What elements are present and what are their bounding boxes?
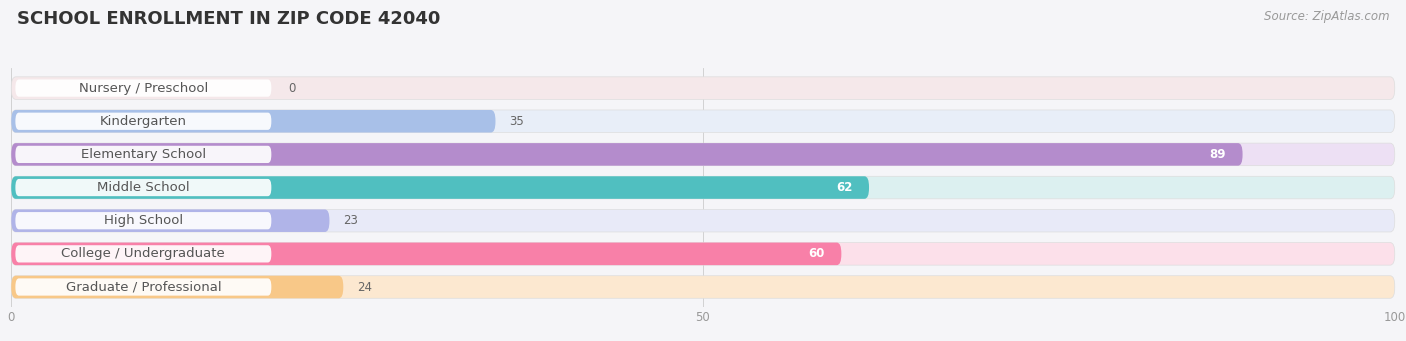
Text: SCHOOL ENROLLMENT IN ZIP CODE 42040: SCHOOL ENROLLMENT IN ZIP CODE 42040	[17, 10, 440, 28]
FancyBboxPatch shape	[15, 79, 271, 97]
Text: High School: High School	[104, 214, 183, 227]
Text: College / Undergraduate: College / Undergraduate	[62, 247, 225, 261]
FancyBboxPatch shape	[11, 242, 841, 265]
FancyBboxPatch shape	[11, 77, 1395, 99]
FancyBboxPatch shape	[15, 245, 271, 263]
Text: Nursery / Preschool: Nursery / Preschool	[79, 81, 208, 94]
FancyBboxPatch shape	[11, 209, 329, 232]
Text: Middle School: Middle School	[97, 181, 190, 194]
FancyBboxPatch shape	[11, 110, 1395, 133]
FancyBboxPatch shape	[15, 278, 271, 296]
Text: 89: 89	[1209, 148, 1226, 161]
Text: 60: 60	[808, 247, 825, 261]
Text: Elementary School: Elementary School	[80, 148, 205, 161]
Text: 23: 23	[343, 214, 359, 227]
FancyBboxPatch shape	[11, 143, 1243, 166]
FancyBboxPatch shape	[15, 179, 271, 196]
Text: 24: 24	[357, 281, 373, 294]
FancyBboxPatch shape	[11, 209, 1395, 232]
FancyBboxPatch shape	[11, 176, 869, 199]
Text: 35: 35	[509, 115, 524, 128]
FancyBboxPatch shape	[15, 146, 271, 163]
FancyBboxPatch shape	[11, 143, 1395, 166]
FancyBboxPatch shape	[11, 110, 495, 133]
FancyBboxPatch shape	[11, 276, 1395, 298]
FancyBboxPatch shape	[11, 176, 1395, 199]
Text: Kindergarten: Kindergarten	[100, 115, 187, 128]
FancyBboxPatch shape	[11, 242, 1395, 265]
FancyBboxPatch shape	[11, 276, 343, 298]
Text: 62: 62	[837, 181, 852, 194]
Text: 0: 0	[288, 81, 295, 94]
FancyBboxPatch shape	[15, 212, 271, 229]
Text: Graduate / Professional: Graduate / Professional	[66, 281, 221, 294]
FancyBboxPatch shape	[15, 113, 271, 130]
Text: Source: ZipAtlas.com: Source: ZipAtlas.com	[1264, 10, 1389, 23]
